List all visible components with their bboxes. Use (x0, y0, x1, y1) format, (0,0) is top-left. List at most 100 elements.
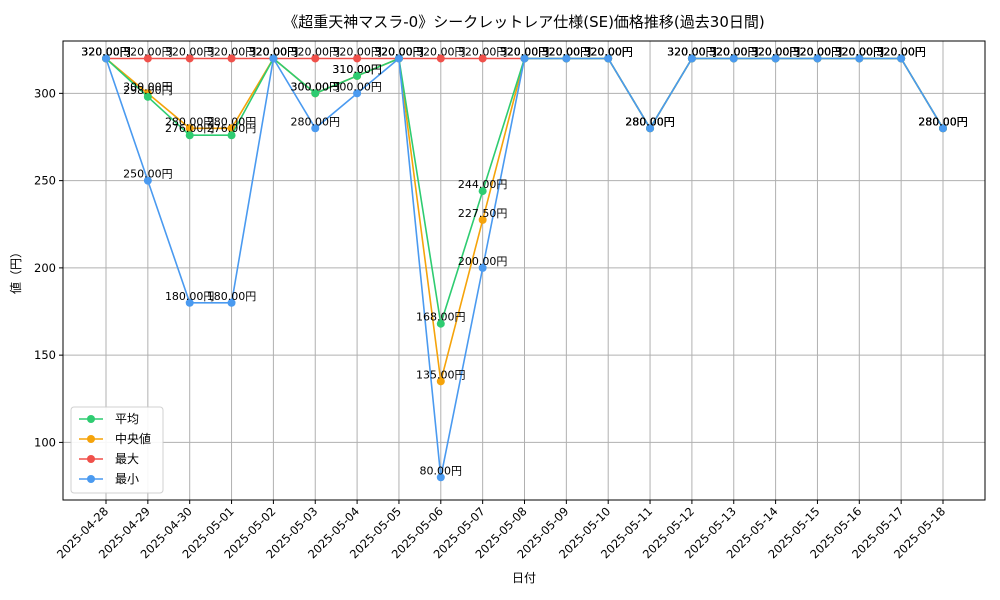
data-label: 320.00円 (165, 45, 215, 58)
legend-label: 最小 (115, 472, 139, 486)
data-label: 320.00円 (374, 45, 424, 58)
y-axis-ticks: 100 150 200 250 300 (34, 86, 63, 449)
data-point (185, 131, 194, 140)
data-label: 180.00円 (207, 290, 257, 303)
data-label: 135.00円 (416, 368, 466, 381)
data-label: 320.00円 (667, 45, 717, 58)
data-point (227, 131, 236, 140)
data-label: 320.00円 (583, 45, 633, 58)
y-tick-label: 250 (34, 174, 56, 188)
series-group (102, 54, 947, 482)
data-label: 168.00円 (416, 311, 466, 324)
chart-title: 《超重天神マスラ-0》シークレットレア仕様(SE)価格推移(過去30日間) (283, 13, 764, 31)
data-label: 320.00円 (81, 45, 131, 58)
data-label: 320.00円 (751, 45, 801, 58)
data-label: 320.00円 (542, 45, 592, 58)
data-label: 320.00円 (542, 45, 592, 58)
data-point (813, 54, 822, 63)
data-label: 320.00円 (876, 45, 926, 58)
data-point (729, 54, 738, 63)
data-label: 320.00円 (709, 45, 759, 58)
data-label: 320.00円 (81, 45, 131, 58)
data-point (562, 54, 571, 63)
y-tick-label: 150 (34, 348, 56, 362)
data-point (143, 92, 152, 101)
legend-label: 最大 (115, 452, 139, 466)
data-point (353, 89, 362, 98)
data-label: 280.00円 (625, 115, 675, 128)
data-label: 320.00円 (374, 45, 424, 58)
data-label: 250.00円 (123, 168, 173, 181)
data-point (687, 54, 696, 63)
data-point (143, 176, 152, 185)
data-point (604, 54, 613, 63)
data-point (394, 54, 403, 63)
data-point (185, 54, 194, 63)
data-point (269, 54, 278, 63)
data-point (478, 263, 487, 272)
series-4 (102, 54, 947, 482)
legend-swatch-marker (87, 455, 95, 463)
data-label: 320.00円 (876, 45, 926, 58)
data-label: 276.00円 (165, 122, 215, 135)
data-point (520, 54, 529, 63)
legend-swatch-marker (87, 435, 95, 443)
data-point (353, 71, 362, 80)
data-label: 280.00円 (625, 115, 675, 128)
data-point (939, 124, 947, 133)
y-tick-label: 100 (34, 435, 56, 449)
data-label: 320.00円 (249, 45, 299, 58)
data-label: 320.00円 (500, 45, 550, 58)
data-label: 300.00円 (291, 80, 341, 93)
data-point (353, 54, 362, 63)
data-label: 227.50円 (458, 207, 508, 220)
data-point (855, 54, 864, 63)
data-label: 320.00円 (583, 45, 633, 58)
data-label: 300.00円 (123, 80, 173, 93)
data-label: 244.00円 (458, 178, 508, 191)
data-label: 320.00円 (876, 45, 926, 58)
data-label: 320.00円 (416, 45, 466, 58)
data-label: 320.00円 (667, 45, 717, 58)
data-label: 320.00円 (374, 45, 424, 58)
data-point (185, 298, 194, 307)
data-point (436, 319, 445, 328)
data-label: 320.00円 (835, 45, 885, 58)
data-point (646, 124, 655, 133)
data-point (185, 124, 194, 133)
data-label: 320.00円 (542, 45, 592, 58)
data-label: 320.00円 (751, 45, 801, 58)
data-point (143, 54, 152, 63)
data-label: 300.00円 (332, 80, 382, 93)
data-label: 300.00円 (291, 80, 341, 93)
data-point (436, 54, 445, 63)
legend-swatch-marker (87, 415, 95, 423)
data-point (311, 124, 320, 133)
data-label: 280.00円 (918, 115, 968, 128)
data-label: 320.00円 (458, 45, 508, 58)
data-label: 280.00円 (165, 115, 215, 128)
legend-label: 中央値 (115, 431, 151, 446)
data-label: 320.00円 (123, 45, 173, 58)
data-label: 200.00円 (458, 255, 508, 268)
data-label: 320.00円 (291, 45, 341, 58)
x-axis-label: 日付 (512, 571, 536, 585)
data-label: 280.00円 (918, 115, 968, 128)
data-label: 276.00円 (207, 122, 257, 135)
legend-frame (70, 406, 164, 494)
data-point (771, 54, 780, 63)
data-label: 320.00円 (835, 45, 885, 58)
data-label: 298.00円 (123, 84, 173, 97)
data-label: 310.00円 (332, 63, 382, 76)
data-point (227, 298, 236, 307)
y-tick-label: 200 (34, 261, 56, 275)
data-label: 320.00円 (81, 45, 131, 58)
data-label: 320.00円 (835, 45, 885, 58)
legend-swatch-marker (87, 475, 95, 483)
data-label: 320.00円 (667, 45, 717, 58)
data-label: 320.00円 (793, 45, 843, 58)
